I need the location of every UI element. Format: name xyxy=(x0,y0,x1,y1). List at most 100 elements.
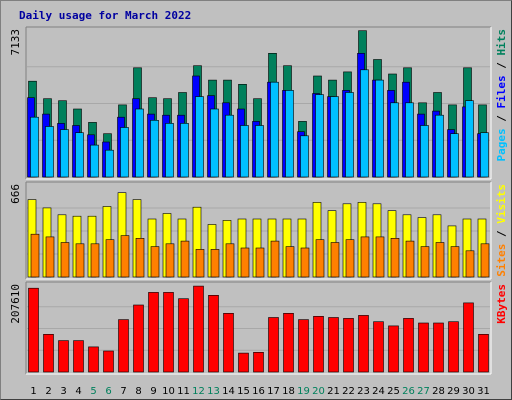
chart-title: Daily usage for March 2022 xyxy=(19,9,192,22)
kbytes-bar-19 xyxy=(298,319,309,373)
kbytes-bar-7 xyxy=(118,319,129,373)
kbytes-bar-18 xyxy=(283,312,294,373)
legend-separator: / xyxy=(495,56,508,76)
pages-bar-4 xyxy=(75,132,84,178)
sites-bar-4 xyxy=(75,243,85,278)
pages-bar-17 xyxy=(270,81,279,178)
pages-bar-11 xyxy=(180,123,189,178)
legend-hits: Hits xyxy=(495,29,508,56)
hits-panel-legend: Pages / Files / Hits xyxy=(495,29,508,162)
sites-bar-31 xyxy=(480,243,490,278)
sites-bar-17 xyxy=(270,240,280,278)
kbytes-bar-26 xyxy=(403,318,414,373)
x-tick-label-1: 1 xyxy=(30,386,36,397)
pages-bar-2 xyxy=(45,126,54,178)
sites-bar-30 xyxy=(465,250,475,278)
pages-bar-1 xyxy=(30,116,39,178)
pages-bar-28 xyxy=(435,114,444,178)
pages-bar-22 xyxy=(345,92,354,178)
pages-bar-8 xyxy=(135,108,144,178)
pages-bar-21 xyxy=(330,96,339,178)
kbytes-bar-13 xyxy=(208,294,219,373)
legend-separator: / xyxy=(495,224,508,244)
kbytes-bar-11 xyxy=(178,298,189,373)
sites-bar-28 xyxy=(435,242,445,278)
pages-bar-10 xyxy=(165,123,174,178)
x-tick-label-16: 16 xyxy=(252,386,265,397)
sites-bar-7 xyxy=(120,235,130,278)
pages-bar-6 xyxy=(105,149,114,178)
x-tick-label-14: 14 xyxy=(222,386,235,397)
sites-bar-19 xyxy=(300,247,310,278)
x-tick-label-29: 29 xyxy=(447,386,460,397)
kbytes-bar-4 xyxy=(73,340,84,373)
pages-bar-23 xyxy=(360,69,369,178)
pages-bar-25 xyxy=(390,102,399,178)
kbytes-bar-6 xyxy=(103,350,114,373)
x-tick-label-9: 9 xyxy=(150,386,156,397)
x-tick-label-17: 17 xyxy=(267,386,280,397)
sites-bar-18 xyxy=(285,246,295,278)
x-tick-label-2: 2 xyxy=(45,386,51,397)
sites-bar-13 xyxy=(210,249,220,278)
legend-kbytes: KBytes xyxy=(495,284,508,324)
x-tick-label-25: 25 xyxy=(387,386,400,397)
pages-bar-30 xyxy=(465,100,474,178)
legend-pages: Pages xyxy=(495,128,508,161)
x-tick-label-3: 3 xyxy=(60,386,66,397)
sites-bar-11 xyxy=(180,240,190,278)
pages-bar-9 xyxy=(150,120,159,178)
pages-bar-29 xyxy=(450,133,459,178)
kbytes-bar-1 xyxy=(28,287,39,373)
sites-bar-9 xyxy=(150,246,160,278)
x-tick-label-18: 18 xyxy=(282,386,295,397)
kbytes-bar-8 xyxy=(133,304,144,373)
x-tick-label-24: 24 xyxy=(372,386,385,397)
kbytes-panel-ymax-label: 207610 xyxy=(9,284,22,324)
sites-bar-26 xyxy=(405,240,415,278)
kbytes-bar-23 xyxy=(358,315,369,373)
kbytes-bar-10 xyxy=(163,292,174,373)
pages-bar-24 xyxy=(375,79,384,178)
kbytes-bar-21 xyxy=(328,317,339,373)
sites-bar-8 xyxy=(135,238,145,278)
x-tick-label-22: 22 xyxy=(342,386,355,397)
kbytes-bar-24 xyxy=(373,321,384,373)
sites-bar-10 xyxy=(165,243,175,278)
x-tick-label-20: 20 xyxy=(312,386,325,397)
x-tick-label-21: 21 xyxy=(327,386,340,397)
pages-bar-19 xyxy=(300,135,309,178)
x-tick-label-31: 31 xyxy=(477,386,490,397)
sites-bar-5 xyxy=(90,243,100,278)
legend-separator: / xyxy=(495,109,508,129)
sites-bar-12 xyxy=(195,249,205,278)
x-tick-label-15: 15 xyxy=(237,386,250,397)
sites-bar-6 xyxy=(105,239,115,278)
sites-bar-29 xyxy=(450,246,460,278)
kbytes-bar-29 xyxy=(448,321,459,373)
x-tick-label-23: 23 xyxy=(357,386,370,397)
pages-bar-15 xyxy=(240,125,249,178)
kbytes-panel-legend: KBytes xyxy=(495,284,508,324)
kbytes-bar-3 xyxy=(58,340,69,373)
kbytes-bar-2 xyxy=(43,333,54,373)
x-tick-label-27: 27 xyxy=(417,386,430,397)
pages-bar-7 xyxy=(120,127,129,178)
kbytes-bar-30 xyxy=(463,302,474,373)
kbytes-bar-14 xyxy=(223,312,234,373)
sites-bar-2 xyxy=(45,236,55,278)
visits-panel-legend: Sites / Visits xyxy=(495,184,508,277)
x-tick-label-19: 19 xyxy=(297,386,310,397)
sites-bar-16 xyxy=(255,247,265,278)
kbytes-bar-22 xyxy=(343,318,354,373)
x-tick-label-6: 6 xyxy=(105,386,111,397)
kbytes-bar-28 xyxy=(433,322,444,373)
sites-bar-25 xyxy=(390,238,400,278)
hits-panel-ymax-label: 7133 xyxy=(9,29,22,56)
visits-panel-ymax-label: 666 xyxy=(9,184,22,204)
sites-bar-22 xyxy=(345,239,355,278)
kbytes-bar-15 xyxy=(238,352,249,373)
x-tick-label-4: 4 xyxy=(75,386,81,397)
